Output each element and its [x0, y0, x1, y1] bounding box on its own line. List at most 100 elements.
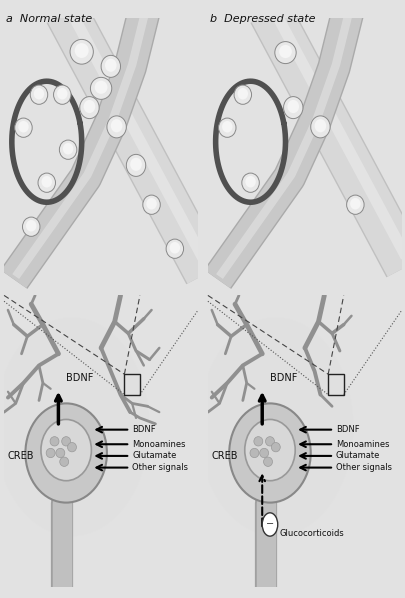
Bar [318, 126, 322, 136]
Text: BDNF: BDNF [132, 425, 156, 434]
Ellipse shape [271, 443, 279, 452]
Ellipse shape [283, 97, 302, 118]
Ellipse shape [287, 100, 298, 113]
Ellipse shape [107, 116, 126, 138]
Ellipse shape [59, 140, 77, 159]
Ellipse shape [349, 198, 360, 209]
Text: BDNF: BDNF [335, 425, 359, 434]
Ellipse shape [46, 448, 55, 457]
Ellipse shape [218, 118, 235, 138]
Ellipse shape [166, 239, 183, 258]
Text: CREB: CREB [8, 451, 34, 461]
Text: BDNF: BDNF [269, 373, 296, 383]
Ellipse shape [314, 119, 326, 132]
Text: a  Normal state: a Normal state [6, 14, 92, 24]
Bar [66, 149, 70, 157]
Ellipse shape [83, 100, 95, 113]
Ellipse shape [278, 45, 291, 58]
Ellipse shape [79, 97, 99, 118]
Text: Other signals: Other signals [335, 463, 391, 472]
Ellipse shape [56, 448, 65, 457]
Ellipse shape [26, 220, 36, 231]
Ellipse shape [237, 88, 247, 99]
Ellipse shape [18, 121, 29, 133]
Ellipse shape [26, 404, 107, 502]
Text: Glutamate: Glutamate [335, 451, 379, 460]
Ellipse shape [265, 437, 274, 446]
Ellipse shape [34, 88, 44, 99]
Ellipse shape [0, 318, 149, 536]
Ellipse shape [249, 448, 258, 457]
Ellipse shape [259, 448, 268, 457]
Ellipse shape [222, 121, 232, 133]
Ellipse shape [146, 198, 156, 209]
Ellipse shape [263, 457, 272, 466]
Ellipse shape [143, 195, 160, 214]
Bar [327, 374, 343, 395]
Ellipse shape [274, 42, 295, 63]
Bar [282, 51, 288, 62]
Ellipse shape [90, 77, 111, 99]
Bar [114, 126, 119, 136]
Ellipse shape [67, 443, 76, 452]
Ellipse shape [130, 158, 141, 171]
Ellipse shape [22, 217, 40, 236]
Ellipse shape [30, 85, 48, 104]
Bar [37, 94, 41, 102]
Text: b  Depressed state: b Depressed state [209, 14, 315, 24]
Ellipse shape [198, 318, 353, 536]
Bar [79, 51, 84, 62]
Ellipse shape [241, 173, 259, 193]
Ellipse shape [15, 118, 32, 138]
Bar [133, 164, 138, 174]
Bar [29, 226, 33, 234]
Ellipse shape [75, 43, 88, 58]
Bar [98, 87, 103, 97]
Ellipse shape [62, 437, 70, 446]
Bar [21, 127, 26, 135]
Bar [352, 204, 356, 212]
Text: −: − [265, 520, 273, 529]
Ellipse shape [94, 81, 107, 94]
Ellipse shape [105, 59, 116, 72]
Ellipse shape [244, 419, 294, 481]
Ellipse shape [53, 85, 71, 104]
Circle shape [262, 513, 277, 536]
Ellipse shape [310, 116, 329, 138]
Text: BDNF: BDNF [66, 373, 93, 383]
Text: Glucocorticoids: Glucocorticoids [279, 529, 343, 538]
Bar [124, 374, 140, 395]
Text: Monoamines: Monoamines [132, 440, 185, 448]
Ellipse shape [70, 39, 93, 64]
Ellipse shape [234, 85, 251, 104]
Ellipse shape [50, 437, 59, 446]
Ellipse shape [229, 404, 310, 502]
Bar [149, 204, 153, 212]
Ellipse shape [41, 176, 52, 188]
Ellipse shape [41, 419, 91, 481]
Text: CREB: CREB [211, 451, 238, 461]
Bar [290, 106, 295, 117]
Text: Other signals: Other signals [132, 463, 188, 472]
Ellipse shape [38, 173, 55, 193]
Bar [240, 94, 244, 102]
Bar [172, 248, 177, 257]
Text: Monoamines: Monoamines [335, 440, 388, 448]
Ellipse shape [245, 176, 255, 188]
Ellipse shape [101, 56, 120, 77]
Ellipse shape [126, 154, 145, 176]
Ellipse shape [63, 143, 73, 154]
Bar [225, 127, 229, 135]
Bar [45, 182, 49, 190]
Ellipse shape [60, 457, 68, 466]
Bar [108, 65, 113, 75]
Bar [87, 106, 92, 117]
Bar [248, 182, 252, 190]
Bar [60, 94, 64, 102]
Ellipse shape [253, 437, 262, 446]
Ellipse shape [346, 195, 363, 214]
Ellipse shape [111, 119, 122, 132]
Ellipse shape [57, 88, 67, 99]
Ellipse shape [169, 242, 180, 254]
Text: Glutamate: Glutamate [132, 451, 176, 460]
